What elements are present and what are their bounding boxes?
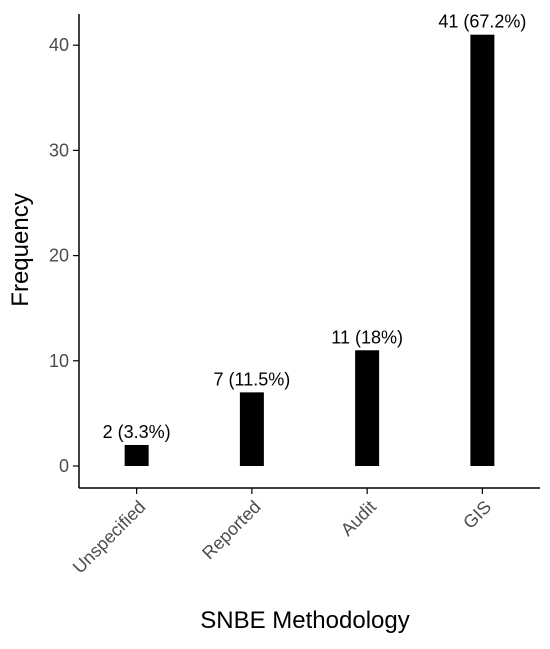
data-label: 11 (18%) <box>331 327 403 347</box>
data-label: 2 (3.3%) <box>103 422 171 442</box>
data-label: 41 (67.2%) <box>438 12 526 32</box>
y-tick-label: 40 <box>49 35 69 55</box>
y-axis: 0 10 20 30 40 <box>49 14 80 488</box>
x-tick-label: Unspecified <box>69 497 150 578</box>
bar <box>470 34 495 467</box>
bar <box>124 444 149 466</box>
bars-layer <box>124 34 495 467</box>
y-tick-label: 10 <box>49 351 69 371</box>
data-labels-layer: 2 (3.3%) 7 (11.5%) 11 (18%) 41 (67.2%) <box>103 12 527 442</box>
data-label: 7 (11.5%) <box>214 369 291 389</box>
x-tick-label: Audit <box>337 497 380 540</box>
x-tick-label: Reported <box>198 497 265 564</box>
y-axis-title: Frequency <box>7 193 34 306</box>
x-axis: Unspecified Reported Audit GIS <box>69 487 540 578</box>
x-axis-title: SNBE Methodology <box>200 607 409 634</box>
x-tick-label: GIS <box>459 497 495 533</box>
y-tick-label: 20 <box>49 246 69 266</box>
y-tick-label: 30 <box>49 140 69 160</box>
bar <box>239 392 264 466</box>
bar <box>355 350 380 466</box>
y-tick-label: 0 <box>59 456 69 476</box>
